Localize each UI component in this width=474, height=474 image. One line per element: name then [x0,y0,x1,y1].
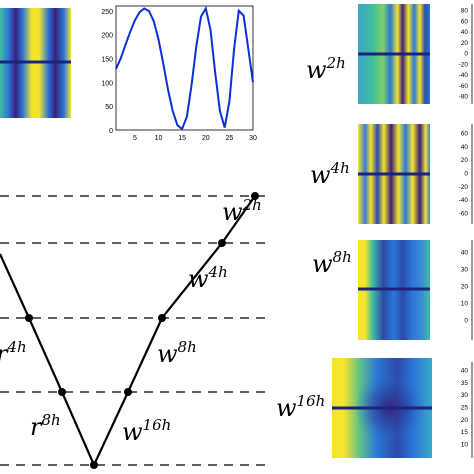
node-r4h [25,314,33,322]
node-r8h [58,388,66,396]
node-w8h [158,314,166,322]
panel-tick-label: 0 [464,318,468,325]
panel-tick-label: 30 [461,267,469,274]
x-tick-label: 10 [155,135,163,142]
v-cycle-path [0,195,256,468]
label-w16h: w16h [122,416,171,446]
panel-tick-label: 20 [461,40,469,47]
label-w2h: w2h [222,196,262,226]
panel-label-w4h: w4h [310,159,350,189]
panel-tick-label: -80 [459,94,469,101]
panel-tick-label: -40 [459,72,469,79]
panel-tick-label: 25 [461,405,469,412]
panel-label-w2h: w2h [306,54,346,84]
panel-tick-label: 20 [461,417,469,424]
label-r8h: r8h [30,411,61,441]
field-panel-w8h: w8h 40 30 20 10 0 [312,240,468,340]
plot-series-line [115,5,254,131]
panel-tick-label: 40 [461,368,469,375]
panel-tick-label: -40 [459,197,469,204]
top-line-plot: 250 200 150 100 50 0 5 10 15 20 25 30 [101,5,257,142]
panel-tick-label: 30 [461,392,469,399]
x-tick-label: 25 [225,135,233,142]
field-panel-w2h: w2h 80 60 40 20 0 -20 -40 -60 -80 [306,4,468,104]
panel-tick-label: 40 [461,250,469,257]
label-w4h: w4h [188,263,228,293]
y-tick-label: 200 [101,33,113,40]
panel-tick-label: 40 [461,29,469,36]
x-tick-label: 5 [133,135,137,142]
y-tick-label: 100 [101,80,113,87]
node-w16h [124,388,132,396]
panel-tick-label: 20 [461,157,469,164]
v-cycle [0,192,259,469]
y-tick-label: 250 [101,9,113,16]
plot-frame [115,5,254,131]
node-bottom [90,461,98,469]
panel-tick-label: 15 [461,429,469,436]
label-w8h: w8h [157,338,197,368]
panel-tick-label: 20 [461,284,469,291]
panel-tick-label: -60 [459,211,469,218]
panel-tick-label: 60 [461,18,469,25]
x-tick-label: 15 [178,135,186,142]
label-r4h: r4h [0,338,27,368]
top-field-image [0,8,71,118]
field-panel-w16h: w16h 40 35 30 25 20 15 10 [276,358,468,458]
panel-tick-label: 60 [461,131,469,138]
panel-tick-label: 80 [461,8,469,15]
field-panel-w4h: w4h 60 40 20 0 -20 -40 -60 [310,124,468,224]
panel-tick-label: 0 [464,51,468,58]
node-w4h [218,239,226,247]
panel-tick-label: -20 [459,184,469,191]
level-lines [0,195,265,466]
panel-label-w16h: w16h [276,392,325,422]
x-tick-label: 20 [202,135,210,142]
y-tick-label: 0 [109,128,113,135]
panel-tick-label: 0 [464,171,468,178]
panel-tick-label: 10 [461,442,469,449]
y-tick-label: 50 [105,104,113,111]
panel-tick-label: -60 [459,83,469,90]
x-tick-label: 30 [249,135,257,142]
panel-tick-label: 10 [461,301,469,308]
v-labels: w2h w4h w8h w16h r4h r8h [0,196,262,446]
panel-tick-label: -20 [459,61,469,68]
panel-tick-label: 40 [461,144,469,151]
y-tick-label: 150 [101,56,113,63]
panel-tick-label: 35 [461,380,469,387]
node-w2h [251,192,259,200]
panel-label-w8h: w8h [312,248,352,278]
